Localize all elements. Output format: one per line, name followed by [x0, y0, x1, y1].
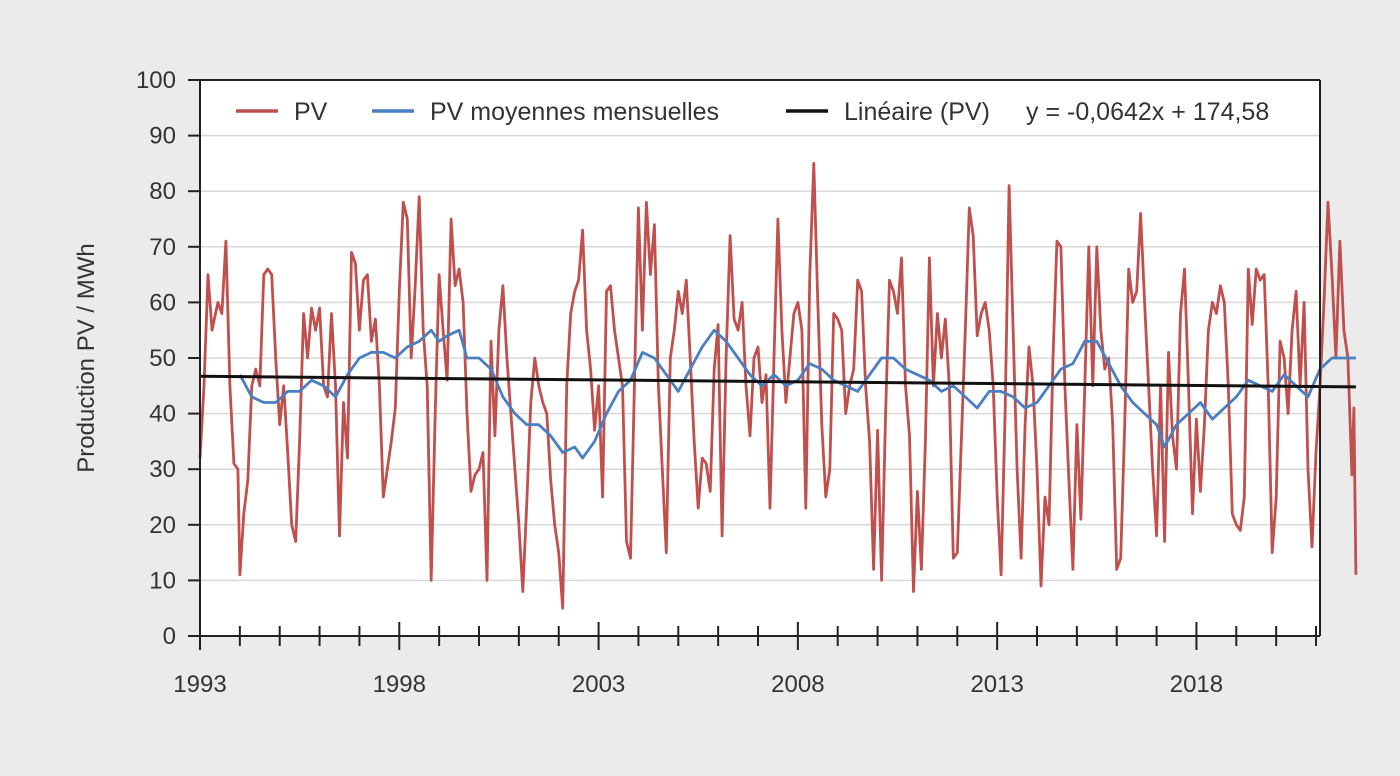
y-tick-label: 10	[149, 567, 176, 594]
y-tick-label: 100	[136, 67, 176, 94]
tick-labels: 0 10 20 30 40 50 60 70 80 90 100 1993 1998 2003 2008 20…	[136, 67, 1223, 698]
legend-label: PV moyennes mensuelles	[430, 98, 719, 126]
x-tick-label: 2013	[970, 671, 1023, 698]
y-tick-label: 40	[149, 401, 176, 428]
axes	[188, 79, 1321, 650]
series-lines	[198, 161, 1358, 610]
y-tick-label: 20	[149, 512, 176, 539]
x-tick-label: 1993	[173, 671, 226, 698]
trend-equation: y = -0,0642x + 174,58	[1026, 98, 1269, 126]
y-tick-label: 50	[149, 345, 176, 372]
legend: PV PV moyennes mensuelles Linéaire (PV) y =…	[236, 98, 1269, 126]
y-tick-label: 70	[149, 234, 176, 261]
legend-label: PV	[294, 98, 328, 126]
y-tick-label: 90	[149, 123, 176, 150]
y-tick-label: 0	[163, 623, 176, 650]
series-line-linear-trend	[199, 374, 1356, 389]
x-tick-label: 1998	[373, 671, 426, 698]
series-line-pv	[198, 161, 1358, 610]
y-tick-label: 30	[149, 456, 176, 483]
x-tick-label: 2018	[1170, 671, 1223, 698]
legend-label: Linéaire (PV)	[844, 98, 990, 126]
x-tick-label: 2003	[572, 671, 625, 698]
y-axis-title: Production PV / MWh	[73, 243, 100, 472]
x-tick-label: 2008	[771, 671, 824, 698]
y-tick-label: 80	[149, 178, 176, 205]
y-tick-label: 60	[149, 289, 176, 316]
